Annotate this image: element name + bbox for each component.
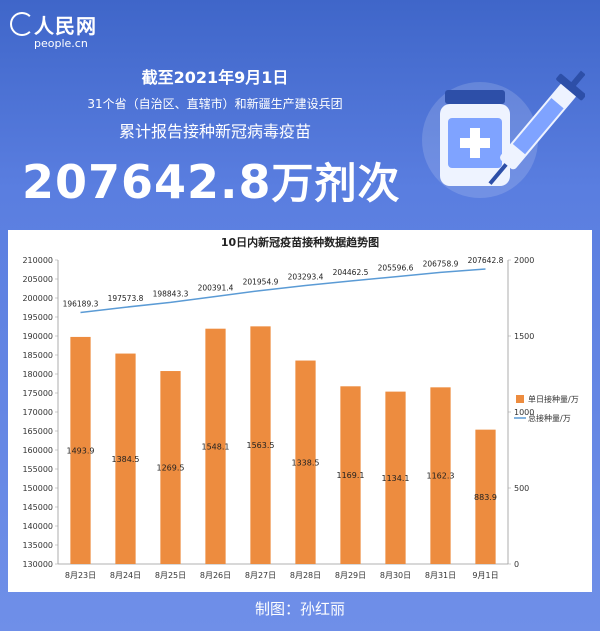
left-axis-tick-label: 165000 bbox=[22, 427, 53, 436]
bar-value-label: 1338.5 bbox=[292, 458, 320, 467]
bar-value-label: 1169.1 bbox=[337, 471, 365, 480]
right-axis-tick-label: 500 bbox=[514, 484, 529, 493]
left-axis-tick-label: 135000 bbox=[22, 541, 53, 550]
x-axis-tick-label: 8月25日 bbox=[155, 571, 186, 580]
total-value: 207642.8 bbox=[22, 155, 272, 209]
headline-date: 截至2021年9月1日 bbox=[141, 68, 289, 87]
x-axis-tick-label: 9月1日 bbox=[472, 571, 498, 580]
bar bbox=[115, 353, 136, 564]
right-axis-tick-label: 0 bbox=[514, 560, 519, 569]
line-value-label: 198843.3 bbox=[153, 289, 189, 298]
line-value-label: 206758.9 bbox=[423, 259, 459, 268]
x-axis-tick-label: 8月29日 bbox=[335, 571, 366, 580]
left-axis-tick-label: 140000 bbox=[22, 522, 53, 531]
chart-card: 10日内新冠疫苗接种数据趋势图 130000 135000 140000 145000… bbox=[8, 230, 592, 592]
x-axis-tick-label: 8月23日 bbox=[65, 571, 96, 580]
line-value-label: 205596.6 bbox=[378, 264, 414, 273]
line-value-label: 204462.5 bbox=[333, 268, 369, 277]
x-axis-tick-label: 8月31日 bbox=[425, 571, 456, 580]
x-axis-tick-label: 8月24日 bbox=[110, 571, 141, 580]
x-axis-tick-label: 8月27日 bbox=[245, 571, 276, 580]
legend-bar-swatch bbox=[516, 395, 524, 403]
right-axis-tick-label: 2000 bbox=[514, 256, 534, 265]
headline-total: 207642.8万剂次 bbox=[22, 150, 401, 211]
left-axis-tick-label: 185000 bbox=[22, 351, 53, 360]
x-axis-tick-label: 8月30日 bbox=[380, 571, 411, 580]
left-axis-tick-label: 195000 bbox=[22, 313, 53, 322]
headline-label: 累计报告接种新冠病毒疫苗 bbox=[118, 122, 311, 141]
vaccine-illustration-icon bbox=[422, 70, 585, 198]
bar-value-label: 1493.9 bbox=[67, 446, 95, 455]
credit-line: 制图：孙红丽 bbox=[254, 600, 345, 618]
line-value-label: 200391.4 bbox=[198, 284, 234, 293]
bar bbox=[340, 386, 361, 564]
line-value-label: 203293.4 bbox=[288, 272, 324, 281]
left-axis-tick-label: 130000 bbox=[22, 560, 53, 569]
bar bbox=[205, 328, 226, 564]
logo: 人民网 people.cn bbox=[10, 10, 97, 50]
bar-value-label: 1162.3 bbox=[427, 472, 455, 481]
left-axis-tick-label: 145000 bbox=[22, 503, 53, 512]
legend-line-label: 总接种量/万 bbox=[528, 413, 571, 423]
bar bbox=[160, 371, 181, 564]
left-axis-tick-label: 175000 bbox=[22, 389, 53, 398]
right-axis-tick-label: 1500 bbox=[514, 332, 534, 341]
legend-bar-label: 单日接种量/万 bbox=[528, 394, 579, 404]
x-axis-tick-label: 8月26日 bbox=[200, 571, 231, 580]
bar bbox=[250, 326, 271, 564]
left-axis-tick-label: 150000 bbox=[22, 484, 53, 493]
bar-value-label: 1563.5 bbox=[247, 441, 275, 450]
bar bbox=[295, 360, 316, 564]
total-unit: 万剂次 bbox=[271, 159, 401, 208]
right-axis-tick-label: 1000 bbox=[514, 408, 534, 417]
bar-value-label: 1269.5 bbox=[157, 464, 185, 473]
bar-value-label: 1384.5 bbox=[112, 455, 140, 464]
left-axis-tick-label: 200000 bbox=[22, 294, 53, 303]
left-axis-tick-label: 205000 bbox=[22, 275, 53, 284]
left-axis-tick-label: 170000 bbox=[22, 408, 53, 417]
x-axis-tick-label: 8月28日 bbox=[290, 571, 321, 580]
logo-mark: 人民网 bbox=[34, 14, 97, 38]
left-axis-tick-label: 190000 bbox=[22, 332, 53, 341]
line-value-label: 201954.9 bbox=[243, 278, 279, 287]
line-value-label: 207642.8 bbox=[468, 256, 504, 265]
bar bbox=[70, 336, 91, 564]
logo-site: people.cn bbox=[34, 37, 88, 50]
bar-value-label: 883.9 bbox=[474, 493, 497, 502]
bar bbox=[475, 429, 496, 564]
line-value-label: 197573.8 bbox=[108, 294, 144, 303]
bar-value-label: 1134.1 bbox=[382, 474, 410, 483]
bar bbox=[430, 387, 451, 564]
bar bbox=[385, 391, 406, 564]
line-value-label: 196189.3 bbox=[63, 299, 99, 308]
chart-title: 10日内新冠疫苗接种数据趋势图 bbox=[221, 235, 379, 249]
left-axis-tick-label: 160000 bbox=[22, 446, 53, 455]
left-axis-tick-label: 180000 bbox=[22, 370, 53, 379]
logo-circle-icon bbox=[10, 12, 34, 36]
total-line bbox=[80, 268, 486, 314]
left-axis-tick-label: 155000 bbox=[22, 465, 53, 474]
headline-scope: 31个省（自治区、直辖市）和新疆生产建设兵团 bbox=[87, 97, 343, 111]
trend-chart: 10日内新冠疫苗接种数据趋势图 130000 135000 140000 145000… bbox=[22, 235, 579, 580]
bar-value-label: 1548.1 bbox=[202, 442, 230, 451]
left-axis-tick-label: 210000 bbox=[22, 256, 53, 265]
